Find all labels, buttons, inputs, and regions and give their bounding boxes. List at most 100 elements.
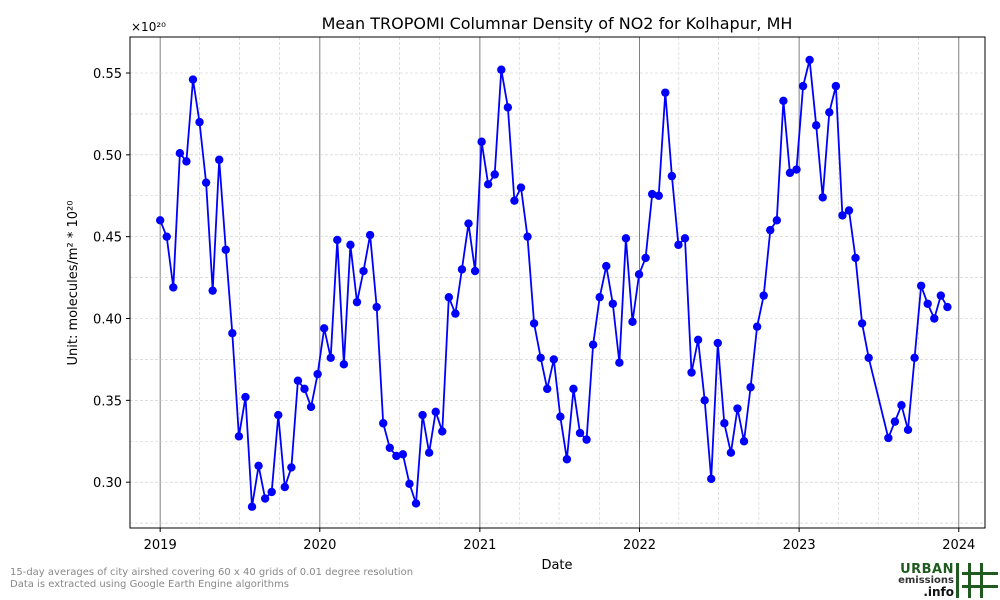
data-point xyxy=(851,253,860,263)
data-point xyxy=(890,417,900,426)
data-point xyxy=(674,240,683,250)
data-point xyxy=(169,283,178,292)
logo-line-2: emissions xyxy=(898,575,954,586)
data-point xyxy=(811,121,821,130)
data-point xyxy=(221,245,230,254)
data-point xyxy=(864,353,873,362)
data-point xyxy=(916,281,926,290)
data-point xyxy=(575,428,585,438)
logo-line-3: .info xyxy=(923,585,954,599)
data-point xyxy=(247,502,257,511)
urbanemissions-logo: URBAN emissions .info xyxy=(896,561,1000,600)
data-point xyxy=(503,103,513,112)
data-point xyxy=(693,335,703,344)
data-point xyxy=(936,291,946,300)
data-point xyxy=(477,137,486,146)
data-point xyxy=(779,96,788,106)
data-point xyxy=(818,193,827,202)
grid-lines xyxy=(130,37,985,528)
data-point xyxy=(497,65,506,74)
data-point xyxy=(215,155,224,164)
data-point xyxy=(339,360,349,369)
data-point xyxy=(595,293,604,302)
data-point xyxy=(588,340,598,349)
data-point xyxy=(523,232,532,241)
y-tick-label: 0.45 xyxy=(93,231,122,246)
data-point xyxy=(267,487,276,497)
data-point xyxy=(844,206,854,215)
data-point xyxy=(405,479,414,489)
y-tick-label: 0.30 xyxy=(93,476,122,491)
data-point xyxy=(418,410,427,420)
data-point xyxy=(182,157,191,166)
data-point xyxy=(825,108,834,117)
logo-line-1: URBAN xyxy=(900,562,954,577)
data-point xyxy=(385,443,394,453)
hash-grid-icon xyxy=(956,563,998,598)
x-tick-label: 2024 xyxy=(942,538,975,553)
data-point xyxy=(228,329,237,338)
data-point xyxy=(602,261,611,271)
data-point xyxy=(483,180,493,189)
data-point xyxy=(700,396,709,405)
data-point xyxy=(208,286,217,295)
y-tick-label: 0.55 xyxy=(93,67,122,82)
data-point xyxy=(713,338,722,348)
data-point xyxy=(726,448,736,457)
data-point xyxy=(582,435,591,444)
data-point xyxy=(306,402,316,412)
x-axis-label: Date xyxy=(541,558,572,573)
data-point xyxy=(254,461,263,471)
data-point xyxy=(313,369,322,379)
data-point xyxy=(884,433,893,443)
data-point xyxy=(720,419,729,428)
series-line xyxy=(159,59,949,508)
data-point xyxy=(516,183,526,192)
x-tick-label: 2021 xyxy=(463,538,496,553)
y-multiplier: ×10²⁰ xyxy=(131,20,166,34)
data-point xyxy=(785,168,795,178)
data-point xyxy=(628,317,637,326)
data-point xyxy=(365,230,375,240)
data-point xyxy=(162,232,171,241)
data-point xyxy=(188,75,198,84)
axes: 2019 2020 2021 2022 2023 2024 0.30 0.35 0.40 0.45… xyxy=(93,36,986,553)
data-point xyxy=(379,419,388,428)
data-point xyxy=(464,219,473,228)
data-point xyxy=(234,432,244,441)
data-point xyxy=(647,189,657,199)
data-point xyxy=(392,451,401,461)
x-tick-label: 2019 xyxy=(144,538,177,553)
data-point xyxy=(903,425,913,434)
data-point xyxy=(175,149,185,158)
data-point xyxy=(359,266,368,276)
data-point xyxy=(424,448,434,457)
data-point xyxy=(195,117,204,127)
data-point xyxy=(470,266,480,276)
data-point xyxy=(274,410,283,420)
data-point xyxy=(654,191,663,200)
data-point xyxy=(641,253,650,263)
data-point xyxy=(333,235,342,245)
data-point xyxy=(562,455,572,464)
data-point xyxy=(739,437,749,446)
data-point xyxy=(438,427,447,436)
data-point xyxy=(398,450,408,459)
data-point xyxy=(838,211,847,220)
data-point xyxy=(260,494,270,503)
data-point xyxy=(510,196,519,205)
data-point xyxy=(280,482,290,492)
data-point xyxy=(431,407,440,416)
y-tick-label: 0.35 xyxy=(93,394,122,409)
series-kolhapur-no2 xyxy=(155,55,952,511)
data-point xyxy=(615,358,624,367)
data-point xyxy=(549,355,558,364)
data-point xyxy=(661,88,670,97)
y-tick-label: 0.50 xyxy=(93,149,122,164)
data-point xyxy=(569,384,578,394)
footnote-line-2: Data is extracted using Google Earth Eng… xyxy=(10,579,289,590)
data-point xyxy=(798,81,808,91)
data-point xyxy=(910,353,919,362)
data-point xyxy=(707,474,716,484)
data-point xyxy=(372,302,381,312)
